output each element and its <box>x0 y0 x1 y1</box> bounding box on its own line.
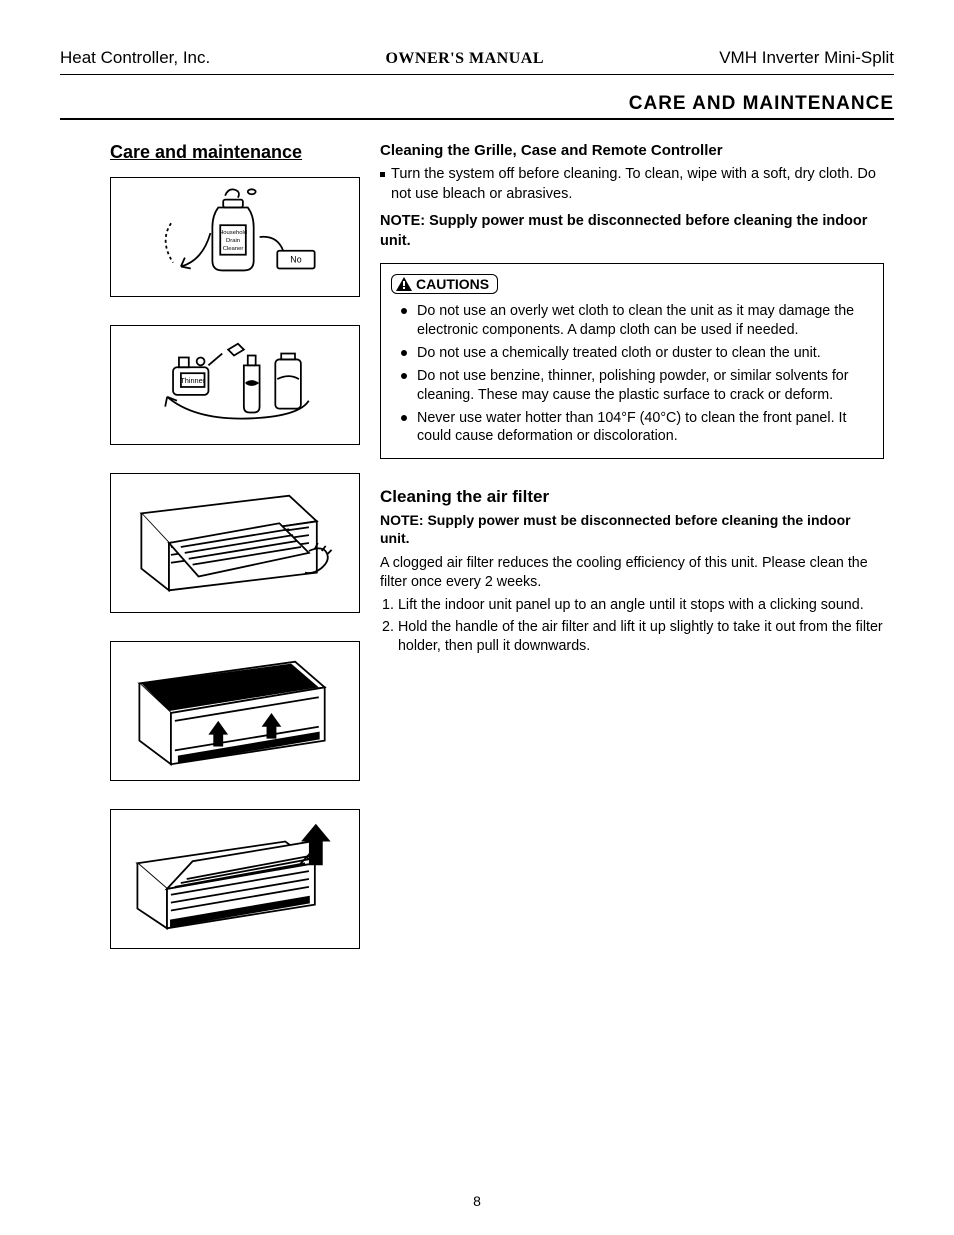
step-text: Hold the handle of the air filter and li… <box>398 618 884 657</box>
bullet-icon <box>380 172 385 177</box>
cautions-label-text: CAUTIONS <box>416 276 489 292</box>
power-note-1: NOTE: Supply power must be disconnected … <box>380 212 884 251</box>
fig1-label-mid: Drain <box>226 238 240 244</box>
fig1-label-no: No <box>290 255 301 265</box>
subsection-title: Care and maintenance <box>110 142 340 163</box>
caution-item: Do not use an overly wet cloth to clean … <box>405 302 873 340</box>
step-2: 2. Hold the handle of the air filter and… <box>382 618 884 657</box>
header-manual-title: Owner's Manual <box>385 50 544 68</box>
fig2-label-thinner: Thinner <box>180 376 206 385</box>
cleaning-grille-text: Turn the system off before cleaning. To … <box>391 165 884 204</box>
fig-pull-filter <box>110 809 360 949</box>
open-panel-icon <box>111 474 359 612</box>
step-1: 1. Lift the indoor unit panel up to an a… <box>382 596 884 615</box>
section-title: CARE AND MAINTENANCE <box>60 93 894 120</box>
air-filter-steps: 1. Lift the indoor unit panel up to an a… <box>380 596 884 656</box>
fig-lift-arrows <box>110 641 360 781</box>
content-area: Care and maintenance Household Drain <box>60 142 894 977</box>
figures-column: Care and maintenance Household Drain <box>60 142 340 977</box>
warning-icon <box>396 277 412 291</box>
caution-item: Never use water hotter than 104°F (40°C)… <box>405 409 873 447</box>
cautions-box: CAUTIONS Do not use an overly wet cloth … <box>380 263 884 459</box>
power-note-2: NOTE: Supply power must be disconnected … <box>380 511 884 547</box>
cautions-label: CAUTIONS <box>391 274 498 294</box>
air-filter-heading: Cleaning the air filter <box>380 487 884 507</box>
step-text: Lift the indoor unit panel up to an angl… <box>398 596 864 615</box>
text-column: Cleaning the Grille, Case and Remote Con… <box>380 142 894 977</box>
caution-item: Do not use a chemically treated cloth or… <box>405 344 873 363</box>
step-number: 2. <box>382 618 394 657</box>
fig-thinner: Thinner <box>110 325 360 445</box>
page-number: 8 <box>0 1193 954 1209</box>
lift-arrows-icon <box>111 642 359 780</box>
fig-open-panel <box>110 473 360 613</box>
fig1-label-bot: Cleaner <box>223 246 244 252</box>
step-number: 1. <box>382 596 394 615</box>
cleaning-grille-bullet: Turn the system off before cleaning. To … <box>380 165 884 204</box>
header-product: VMH Inverter Mini-Split <box>719 48 894 68</box>
header-company: Heat Controller, Inc. <box>60 48 210 68</box>
page-header: Heat Controller, Inc. Owner's Manual VMH… <box>60 48 894 75</box>
fig-drain-cleaner: Household Drain Cleaner No <box>110 177 360 297</box>
thinner-icon: Thinner <box>111 326 359 444</box>
fig1-label-top: Household <box>219 230 247 236</box>
drain-cleaner-icon: Household Drain Cleaner No <box>111 178 359 296</box>
cleaning-grille-heading: Cleaning the Grille, Case and Remote Con… <box>380 142 884 159</box>
cautions-list: Do not use an overly wet cloth to clean … <box>391 302 873 446</box>
caution-item: Do not use benzine, thinner, polishing p… <box>405 367 873 405</box>
air-filter-intro: A clogged air filter reduces the cooling… <box>380 554 884 593</box>
pull-filter-icon <box>111 810 359 948</box>
